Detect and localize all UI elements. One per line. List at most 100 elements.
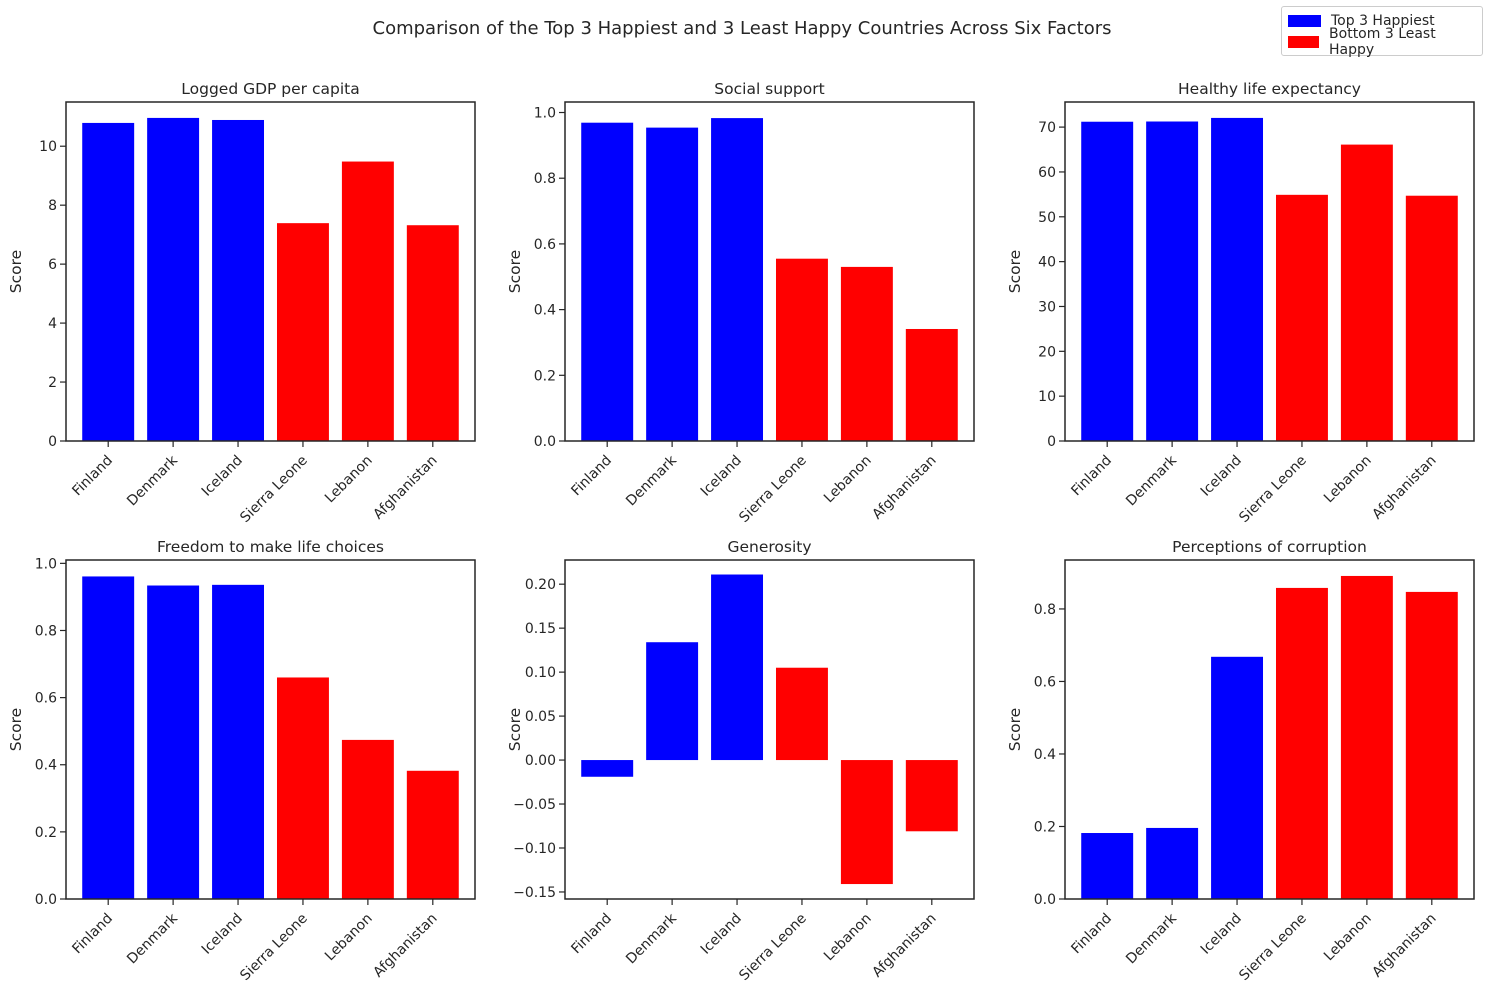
plot-frame <box>564 559 975 900</box>
y-axis-label: Score <box>7 250 25 293</box>
y-tick-label: 40 <box>1038 255 1056 271</box>
y-tick-label: −0.15 <box>513 885 556 901</box>
bar-iceland <box>1211 656 1264 899</box>
bar-lebanon <box>341 739 394 899</box>
y-tick-label: 0.10 <box>525 665 556 681</box>
subplot-5: −0.15 −0.10 −0.05 0.00 0.05 0.10 0.15 0.20 Finla… <box>506 538 975 984</box>
bar-finland <box>82 122 135 441</box>
subplot-title: Logged GDP per capita <box>181 80 359 98</box>
y-tick-label: 8 <box>48 198 57 214</box>
y-tick-label: 10 <box>39 139 57 155</box>
y-tick-label: 60 <box>1038 165 1056 181</box>
bar-finland <box>581 122 634 442</box>
bar-finland <box>581 760 634 777</box>
bar-afghanistan <box>1405 195 1458 441</box>
x-tick-label: Afghanistan <box>370 453 440 523</box>
bar-sierra-leone <box>1275 194 1328 441</box>
bar-iceland <box>711 118 764 441</box>
x-tick-label: Sierra Leone <box>1236 911 1309 984</box>
bar-afghanistan <box>1405 591 1458 899</box>
legend-swatch-bottom <box>1288 35 1320 48</box>
y-tick-label: 0.0 <box>534 434 556 450</box>
y-tick-label: 0.6 <box>534 237 556 253</box>
x-tick-label: Afghanistan <box>869 911 939 981</box>
y-tick-label: 0.15 <box>525 621 556 637</box>
x-tick-label: Denmark <box>1123 910 1180 967</box>
subplot-3: 0 10 20 30 40 50 60 70 Finland Denmark IcelandSier… <box>1006 80 1475 526</box>
legend-entry-top: Top 3 Happiest <box>1288 10 1476 31</box>
x-tick-label: Afghanistan <box>1369 911 1439 981</box>
bar-finland <box>1081 833 1134 899</box>
y-tick-label: 10 <box>1038 389 1056 405</box>
legend-entry-bottom: Bottom 3 Least Happy <box>1288 26 1476 58</box>
y-axis-label: Score <box>1006 250 1024 293</box>
subplot-6: 0.0 0.2 0.4 0.6 0.8 Finland Denmark IcelandSier… <box>1006 538 1475 984</box>
subplot-title: Generosity <box>727 538 811 556</box>
bar-lebanon <box>1340 144 1393 441</box>
bar-afghanistan <box>406 225 459 441</box>
legend: Top 3 Happiest Bottom 3 Least Happy <box>1281 6 1483 58</box>
bar-denmark <box>1146 121 1199 441</box>
y-tick-label: 0.4 <box>534 303 556 319</box>
x-tick-label: Iceland <box>1198 911 1245 958</box>
x-tick-label: Denmark <box>623 452 680 509</box>
x-tick-label: Finland <box>69 453 116 500</box>
subplot-title: Perceptions of corruption <box>1172 538 1367 556</box>
bar-lebanon <box>341 161 394 441</box>
x-tick-label: Lebanon <box>821 453 875 507</box>
x-tick-label: Lebanon <box>821 911 875 965</box>
bar-sierra-leone <box>775 667 828 761</box>
y-tick-label: 4 <box>48 316 57 332</box>
x-tick-label: Finland <box>568 453 615 500</box>
y-tick-label: 20 <box>1038 344 1056 360</box>
x-tick-label: Finland <box>1068 453 1115 500</box>
x-tick-label: Denmark <box>623 910 680 967</box>
x-tick-label: Iceland <box>199 453 246 500</box>
x-tick-label: Denmark <box>1123 452 1180 509</box>
x-tick-label: Lebanon <box>1321 911 1375 965</box>
y-tick-label: 0.05 <box>525 709 556 725</box>
y-tick-label: 0.0 <box>1034 892 1056 908</box>
x-tick-label: Lebanon <box>1321 453 1375 507</box>
bar-lebanon <box>840 266 893 441</box>
bar-denmark <box>147 117 200 441</box>
y-tick-label: −0.10 <box>513 841 556 857</box>
y-axis-label: Score <box>506 250 524 293</box>
subplot-title: Social support <box>714 80 824 98</box>
figure-title: Comparison of the Top 3 Happiest and 3 L… <box>372 18 1112 39</box>
x-tick-label: Finland <box>1068 911 1115 958</box>
y-tick-label: 0.4 <box>1034 747 1056 763</box>
x-tick-label: Afghanistan <box>1369 453 1439 523</box>
y-axis-label: Score <box>506 708 524 751</box>
x-tick-label: Sierra Leone <box>237 453 310 526</box>
bar-afghanistan <box>905 328 958 441</box>
y-tick-label: 50 <box>1038 210 1056 226</box>
x-tick-label: Sierra Leone <box>736 911 809 984</box>
bar-lebanon <box>840 760 893 885</box>
bar-finland <box>1081 121 1134 441</box>
y-tick-label: 2 <box>48 375 57 391</box>
x-tick-label: Iceland <box>698 453 745 500</box>
x-tick-label: Finland <box>568 911 615 958</box>
plot-frame <box>65 101 476 442</box>
y-tick-label: 0 <box>1047 434 1056 450</box>
y-tick-label: 0.2 <box>35 825 57 841</box>
y-tick-label: 30 <box>1038 299 1056 315</box>
legend-label-top: Top 3 Happiest <box>1331 12 1435 29</box>
y-tick-label: 0.20 <box>525 577 556 593</box>
x-tick-label: Denmark <box>124 452 181 509</box>
y-tick-label: 0.8 <box>1034 602 1056 618</box>
x-tick-label: Iceland <box>1198 453 1245 500</box>
y-tick-label: 0.2 <box>1034 819 1056 835</box>
x-tick-label: Afghanistan <box>370 911 440 981</box>
x-tick-label: Sierra Leone <box>237 911 310 984</box>
x-tick-label: Afghanistan <box>869 453 939 523</box>
y-tick-label: 6 <box>48 257 57 273</box>
y-axis-label: Score <box>7 708 25 751</box>
y-tick-label: 0 <box>48 434 57 450</box>
y-tick-label: 0.8 <box>35 623 57 639</box>
bar-lebanon <box>1340 575 1393 899</box>
x-tick-label: Sierra Leone <box>736 453 809 526</box>
